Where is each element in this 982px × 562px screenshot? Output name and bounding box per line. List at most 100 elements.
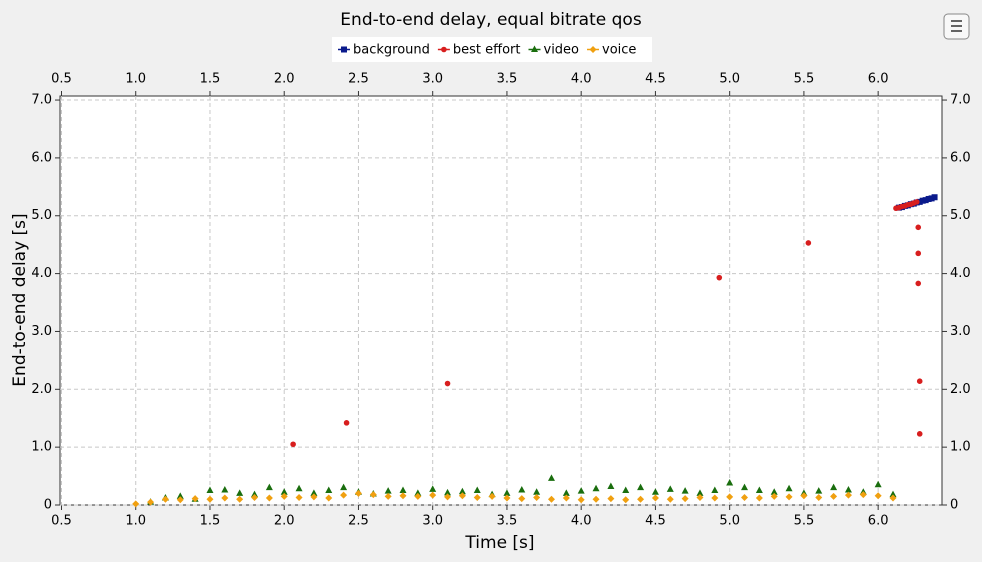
point bbox=[399, 486, 407, 494]
x-tick-label: 6.0 bbox=[868, 514, 889, 529]
point bbox=[607, 482, 615, 489]
point bbox=[280, 488, 288, 495]
x-tick-label: 5.5 bbox=[794, 514, 815, 529]
y-tick-label: 2.0 bbox=[31, 382, 52, 397]
point bbox=[295, 484, 303, 492]
point bbox=[711, 486, 719, 494]
point bbox=[815, 493, 823, 501]
x-tick-label-top: 2.0 bbox=[274, 72, 295, 87]
point bbox=[785, 484, 793, 492]
point bbox=[681, 495, 689, 503]
point bbox=[889, 494, 897, 502]
legend-label: background bbox=[353, 43, 430, 58]
y-tick-label-right: 3.0 bbox=[950, 324, 971, 339]
point bbox=[637, 495, 645, 503]
point bbox=[916, 378, 923, 385]
point bbox=[325, 494, 333, 502]
point bbox=[265, 483, 273, 491]
point bbox=[622, 496, 630, 504]
y-tick-label: 1.0 bbox=[31, 440, 52, 455]
point bbox=[458, 492, 466, 500]
x-tick-label-top: 4.5 bbox=[645, 72, 666, 87]
x-tick-label-top: 5.0 bbox=[719, 72, 740, 87]
point bbox=[889, 490, 897, 498]
point bbox=[444, 493, 452, 501]
point bbox=[518, 485, 526, 493]
point bbox=[340, 491, 348, 499]
point bbox=[325, 486, 333, 494]
y-tick-label: 7.0 bbox=[31, 93, 52, 108]
point bbox=[414, 492, 422, 500]
y-tick-label: 6.0 bbox=[31, 150, 52, 165]
point bbox=[176, 496, 184, 504]
point bbox=[503, 494, 511, 502]
point bbox=[874, 492, 882, 500]
legend-marker bbox=[441, 46, 447, 53]
x-tick-label: 5.0 bbox=[719, 514, 740, 529]
x-tick-label: 4.5 bbox=[645, 514, 666, 529]
plot-area bbox=[59, 95, 943, 506]
legend-marker bbox=[341, 46, 347, 53]
point bbox=[399, 492, 407, 500]
point bbox=[295, 493, 303, 501]
point bbox=[236, 495, 244, 503]
point bbox=[711, 494, 719, 502]
x-tick-label: 0.5 bbox=[51, 514, 72, 529]
point bbox=[444, 380, 451, 387]
point bbox=[458, 487, 466, 495]
point bbox=[369, 491, 377, 499]
x-tick-label: 1.5 bbox=[200, 514, 221, 529]
point bbox=[666, 495, 674, 503]
point bbox=[533, 493, 541, 501]
point bbox=[726, 479, 734, 486]
x-tick-label-top: 1.5 bbox=[200, 72, 221, 87]
x-tick-label: 3.5 bbox=[497, 514, 518, 529]
point bbox=[592, 484, 600, 492]
point bbox=[931, 194, 938, 201]
point bbox=[191, 495, 199, 503]
point bbox=[716, 274, 723, 281]
point bbox=[473, 493, 481, 501]
y-axis-label: End-to-end delay [s] bbox=[10, 213, 30, 386]
point bbox=[577, 496, 585, 504]
legend-marker bbox=[589, 46, 597, 53]
x-tick-label-top: 6.0 bbox=[868, 72, 889, 87]
point bbox=[518, 495, 526, 503]
point bbox=[651, 494, 659, 502]
x-tick-label-top: 4.0 bbox=[571, 72, 592, 87]
menu-button[interactable] bbox=[943, 13, 970, 40]
point bbox=[265, 494, 273, 502]
point bbox=[310, 489, 318, 496]
point bbox=[384, 492, 392, 500]
point bbox=[577, 487, 585, 494]
point bbox=[562, 489, 570, 496]
point bbox=[666, 485, 674, 492]
point bbox=[429, 485, 437, 492]
point bbox=[251, 493, 259, 501]
point bbox=[206, 495, 214, 503]
x-tick-label: 2.5 bbox=[348, 514, 369, 529]
y-tick-label-right: 7.0 bbox=[950, 93, 971, 108]
point bbox=[236, 489, 244, 496]
point bbox=[607, 495, 615, 503]
point bbox=[161, 495, 169, 503]
point bbox=[915, 224, 922, 231]
point bbox=[592, 495, 600, 503]
point bbox=[221, 494, 229, 502]
point bbox=[562, 494, 570, 502]
point bbox=[488, 492, 496, 500]
point bbox=[815, 487, 823, 494]
point bbox=[651, 488, 659, 495]
y-tick-label: 5.0 bbox=[31, 208, 52, 223]
point bbox=[290, 441, 296, 448]
point bbox=[414, 489, 422, 496]
point bbox=[251, 490, 259, 498]
point bbox=[533, 488, 541, 495]
point bbox=[354, 489, 362, 497]
y-tick-label: 3.0 bbox=[31, 324, 52, 339]
point bbox=[770, 492, 778, 500]
point bbox=[221, 485, 229, 493]
point bbox=[785, 493, 793, 501]
point bbox=[473, 486, 481, 494]
